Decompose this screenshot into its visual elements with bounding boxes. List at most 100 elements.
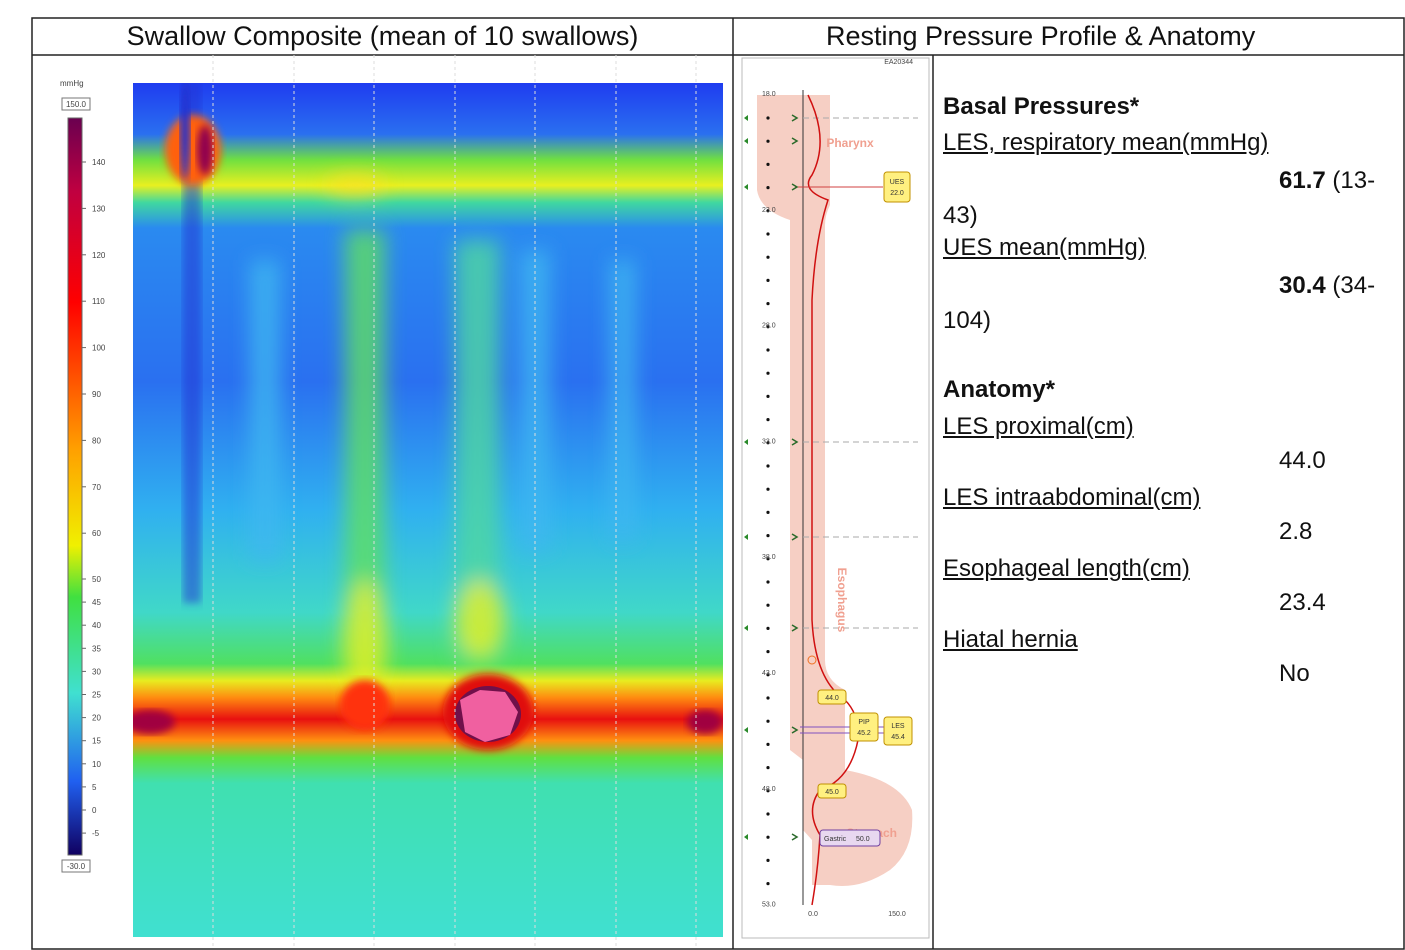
- marker-value: 22.0: [890, 190, 904, 197]
- sensor-dot: [766, 371, 770, 375]
- chevron: [791, 533, 799, 541]
- sensor-dot: [766, 116, 770, 120]
- sensor-dot: [766, 742, 770, 747]
- colorbar-unit: mmHg: [60, 79, 84, 88]
- depth-label: 23.0: [762, 207, 776, 214]
- sensor-dot: [766, 858, 770, 863]
- colorbar-max-box: [61, 97, 91, 111]
- colorbar-tick-label: 120: [92, 251, 106, 260]
- sensor-dot: [766, 626, 770, 631]
- sensor-dot: [766, 139, 770, 143]
- item-label: LES proximal(cm): [943, 413, 1134, 440]
- profile-id: EA20344: [884, 59, 913, 66]
- frame: [31, 17, 1405, 950]
- sensor-dot: [766, 534, 770, 538]
- profile-x-label: 150.0: [888, 911, 906, 918]
- colorbar-min-box: [61, 859, 91, 873]
- arrow: [744, 834, 748, 840]
- heatmap: [133, 83, 723, 937]
- marker-name: LES: [891, 723, 905, 730]
- value: 30.4: [1279, 272, 1326, 299]
- marker-value: 45.2: [857, 730, 871, 737]
- anatomy-shape: [757, 95, 913, 886]
- marker-point: [807, 655, 817, 665]
- marker-name: Gastric: [824, 836, 847, 843]
- colorbar-tick-label: 20: [92, 714, 101, 723]
- marker-box: [849, 712, 879, 742]
- section-title: Anatomy*: [943, 376, 1056, 403]
- colorbar-max: 150.0: [66, 100, 87, 109]
- sensor-dot: [766, 441, 770, 445]
- sensor-dot: [766, 650, 770, 654]
- normal-range: (34-104): [943, 272, 1376, 334]
- marker-value: 44.0: [825, 695, 839, 702]
- sensor-dot: [766, 464, 770, 468]
- colorbar-tick-label: 100: [92, 344, 106, 353]
- marker-name: PIP: [858, 719, 870, 726]
- sensor-dot: [766, 255, 770, 259]
- colorbar-tick-label: 70: [92, 483, 101, 492]
- marker-value: 45.4: [891, 734, 905, 741]
- depth-label: 33.0: [762, 438, 776, 445]
- sensor-dot: [766, 603, 770, 607]
- arrow: [744, 727, 748, 733]
- marker-name: UES: [890, 179, 905, 186]
- sensor-dot: [766, 278, 770, 282]
- marker-box: [819, 829, 881, 847]
- sensor-dot: [766, 580, 770, 584]
- chevron: [791, 833, 799, 841]
- arrow: [744, 115, 748, 121]
- colorbar-tick-label: 60: [92, 529, 101, 538]
- colorbar-tick-label: 15: [92, 737, 101, 746]
- marker-value: 50.0: [856, 836, 870, 843]
- sensor-dot: [766, 186, 770, 190]
- depth-label: 48.0: [762, 786, 776, 793]
- sensor-dot: [766, 696, 770, 700]
- region-label: Esophagus: [835, 568, 849, 633]
- item-value: No: [1279, 660, 1310, 687]
- chevron: [791, 114, 799, 122]
- sensor-dot: [766, 418, 770, 422]
- sensor-dot: [766, 487, 770, 491]
- marker-value: 45.0: [825, 789, 839, 796]
- arrow: [744, 534, 748, 540]
- sensor-dot: [766, 510, 770, 514]
- sensor-dot: [766, 394, 770, 398]
- colorbar-tick-label: 5: [92, 783, 97, 792]
- colorbar-tick-label: 110: [92, 297, 105, 306]
- profile-markers: UES 22.0 44.0 PIP 45.2 LES 45.4 45.0 Gastric 50.0: [817, 171, 913, 847]
- sensor-dot: [766, 882, 770, 886]
- depth-label: 43.0: [762, 670, 776, 677]
- normal-range: (13-43): [943, 167, 1376, 229]
- item-value: 44.0: [1279, 447, 1326, 474]
- marker-box: [817, 783, 847, 799]
- item-label: Hiatal hernia: [943, 626, 1078, 653]
- colorbar-ticks: 1401301201101009080706050454035302520151…: [82, 158, 106, 838]
- marker-box: [817, 689, 847, 705]
- chevron: [791, 137, 799, 145]
- depth-label: 18.0: [762, 91, 776, 98]
- sensor-dot: [766, 162, 770, 166]
- sensor-dot: [766, 766, 770, 770]
- depth-label: 53.0: [762, 902, 776, 909]
- sensor-dot: [766, 835, 770, 839]
- colorbar-tick-label: 50: [92, 575, 101, 584]
- item-label: UES mean(mmHg): [943, 234, 1146, 261]
- value: 61.7: [1279, 167, 1326, 194]
- arrow: [744, 138, 748, 144]
- sensor-dot: [766, 302, 770, 306]
- chevron: [791, 726, 799, 734]
- colorbar-min: -30.0: [67, 862, 86, 871]
- item-label: LES intraabdominal(cm): [943, 484, 1201, 511]
- item-value: 23.4: [1279, 589, 1326, 616]
- arrow: [744, 184, 748, 190]
- sensor-dot: [766, 348, 770, 352]
- sensor-dot: [766, 719, 770, 723]
- sensor-dot: [766, 325, 770, 329]
- item-label: LES, respiratory mean(mmHg): [943, 129, 1269, 156]
- section-title: Basal Pressures*: [943, 93, 1140, 120]
- colorbar: [67, 117, 83, 856]
- region-label: Pharynx: [826, 136, 874, 150]
- item-value: 30.4 (34-104): [943, 268, 1398, 338]
